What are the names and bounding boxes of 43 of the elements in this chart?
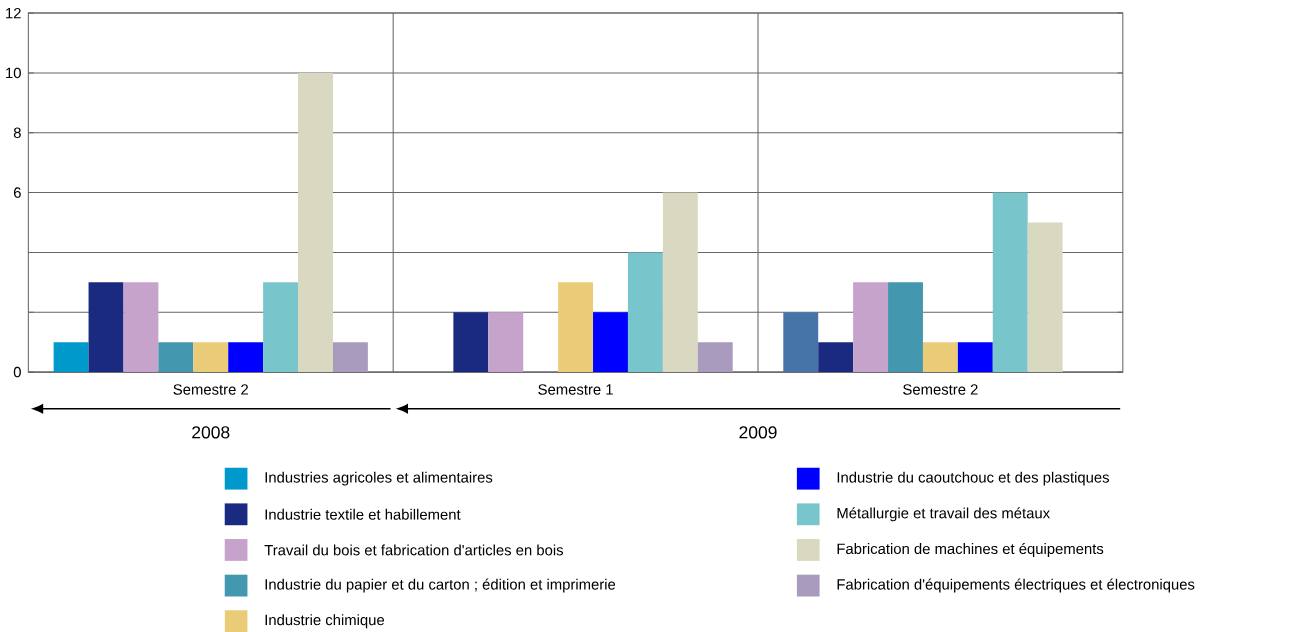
bar [123, 282, 159, 372]
legend-label: Industries agricoles et alimentaires [265, 471, 493, 486]
legend-label: Métallurgie et travail des métaux [837, 507, 1050, 522]
bar [697, 341, 733, 372]
x-tick-label: Semestre 2 [173, 384, 248, 395]
y-tick-label: 0 [13, 366, 21, 378]
bar [228, 341, 264, 372]
x-tick-label: Semestre 1 [538, 384, 613, 395]
legend-label: Industrie chimique [265, 614, 385, 628]
bar [1027, 222, 1063, 372]
bar [53, 341, 89, 372]
bar [957, 341, 993, 372]
legend-label: Fabrication d'équipements électriques et électroniques [837, 578, 1195, 593]
legend-label: Fabrication de machines et équipements [837, 542, 1104, 557]
bar [922, 341, 958, 372]
text: 2008 [192, 425, 230, 439]
bar [818, 341, 854, 372]
legend-label: Industrie du caoutchouc et des plastiques [837, 471, 1110, 486]
y-tick-label: 12 [6, 7, 21, 19]
bar [488, 312, 524, 372]
legend-label: Industrie textile et habillement [265, 508, 461, 520]
y-tick-label: 8 [13, 127, 21, 138]
bar [298, 72, 333, 372]
bar [662, 192, 698, 372]
bar [263, 282, 299, 372]
bar [453, 312, 489, 372]
text: 2009 [739, 425, 777, 439]
bar [558, 282, 594, 372]
bar [992, 192, 1028, 372]
y-tick-label: 10 [6, 67, 21, 78]
legend-label: Industrie du papier et du carton ; édition et imprimerie [265, 578, 616, 593]
bar [853, 282, 889, 372]
bar [593, 312, 628, 372]
bar [888, 282, 923, 372]
bar [88, 282, 124, 372]
y-tick-label: 6 [13, 187, 21, 198]
bar [193, 341, 229, 372]
bar [627, 252, 663, 372]
x-tick-label: Semestre 2 [903, 384, 978, 395]
bar [783, 312, 819, 372]
bar [158, 341, 194, 372]
bar [332, 341, 368, 372]
legend-label: Travail du bois et fabrication d'articles en bois [264, 544, 564, 556]
